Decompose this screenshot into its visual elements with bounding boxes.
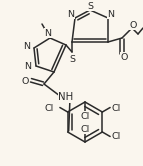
Text: O: O bbox=[21, 77, 29, 85]
Text: N: N bbox=[23, 42, 30, 50]
Text: N: N bbox=[44, 29, 51, 38]
Text: N: N bbox=[108, 9, 115, 18]
Text: O: O bbox=[129, 20, 137, 30]
Text: Cl: Cl bbox=[80, 112, 90, 121]
Text: Cl: Cl bbox=[112, 132, 121, 141]
Text: S: S bbox=[87, 1, 93, 10]
Text: S: S bbox=[69, 54, 75, 64]
Text: NH: NH bbox=[58, 92, 74, 102]
Text: N: N bbox=[24, 61, 31, 71]
Text: Cl: Cl bbox=[112, 104, 121, 113]
Text: O: O bbox=[120, 52, 128, 61]
Text: Cl: Cl bbox=[80, 124, 90, 133]
Text: N: N bbox=[67, 9, 75, 18]
Text: Cl: Cl bbox=[45, 104, 54, 113]
